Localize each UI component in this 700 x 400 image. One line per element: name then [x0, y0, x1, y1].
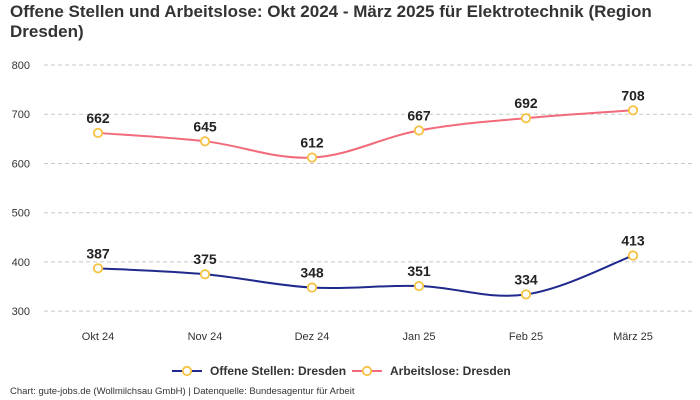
- legend-label-1[interactable]: Arbeitslose: Dresden: [390, 364, 511, 378]
- x-tick-label: März 25: [613, 331, 653, 343]
- legend-marker-1: [361, 365, 373, 377]
- data-label: 334: [514, 271, 538, 287]
- data-point: [520, 289, 532, 300]
- x-tick-label: Okt 24: [82, 331, 114, 343]
- series-line-1: [97, 109, 634, 159]
- y-tick-label: 700: [12, 109, 30, 121]
- data-label: 375: [193, 251, 217, 267]
- x-tick-label: Feb 25: [509, 331, 543, 343]
- y-axis: 300 400 500 600 700 800: [12, 60, 30, 318]
- data-point: [306, 282, 318, 293]
- data-label: 348: [300, 265, 324, 281]
- data-point: [627, 250, 639, 261]
- series-line-0: [97, 254, 634, 297]
- data-label: 612: [300, 135, 324, 151]
- legend-marker-0: [181, 365, 193, 377]
- data-label: 708: [621, 87, 645, 103]
- legend-label-0[interactable]: Offene Stellen: Dresden: [210, 364, 346, 378]
- data-label: 667: [407, 107, 431, 123]
- x-tick-label: Nov 24: [188, 331, 223, 343]
- data-point: [92, 263, 104, 274]
- chart-title: Offene Stellen und Arbeitslose: Okt 2024…: [10, 2, 652, 41]
- x-tick-label: Jan 25: [402, 331, 435, 343]
- data-point: [520, 113, 532, 124]
- y-tick-label: 400: [12, 257, 30, 269]
- y-tick-label: 800: [12, 60, 30, 72]
- data-label: 645: [193, 118, 217, 134]
- legend[interactable]: Offene Stellen: Dresden Arbeitslose: Dres…: [172, 364, 511, 378]
- data-point: [199, 136, 211, 147]
- data-point: [413, 125, 425, 136]
- data-label: 662: [86, 110, 110, 126]
- data-point: [306, 152, 318, 163]
- data-point: [627, 105, 639, 116]
- grid-lines: [44, 64, 692, 312]
- data-label: 387: [86, 245, 110, 261]
- source-note: Chart: gute-jobs.de (Wollmilchsau GmbH) …: [10, 386, 355, 397]
- data-label: 351: [407, 263, 431, 279]
- x-axis: Okt 24 Nov 24 Dez 24 Jan 25 Feb 25 März 25: [82, 331, 653, 343]
- y-tick-label: 600: [12, 158, 30, 170]
- series-group: 387 375 348 351 334 413 662 645 612 667 692 708: [86, 87, 645, 300]
- y-tick-label: 500: [12, 208, 30, 220]
- data-label: 413: [621, 233, 645, 249]
- data-label: 692: [514, 95, 538, 111]
- data-point: [413, 280, 425, 292]
- data-point: [199, 269, 211, 280]
- data-point: [92, 127, 104, 139]
- y-tick-label: 300: [12, 306, 30, 318]
- x-tick-label: Dez 24: [295, 331, 330, 343]
